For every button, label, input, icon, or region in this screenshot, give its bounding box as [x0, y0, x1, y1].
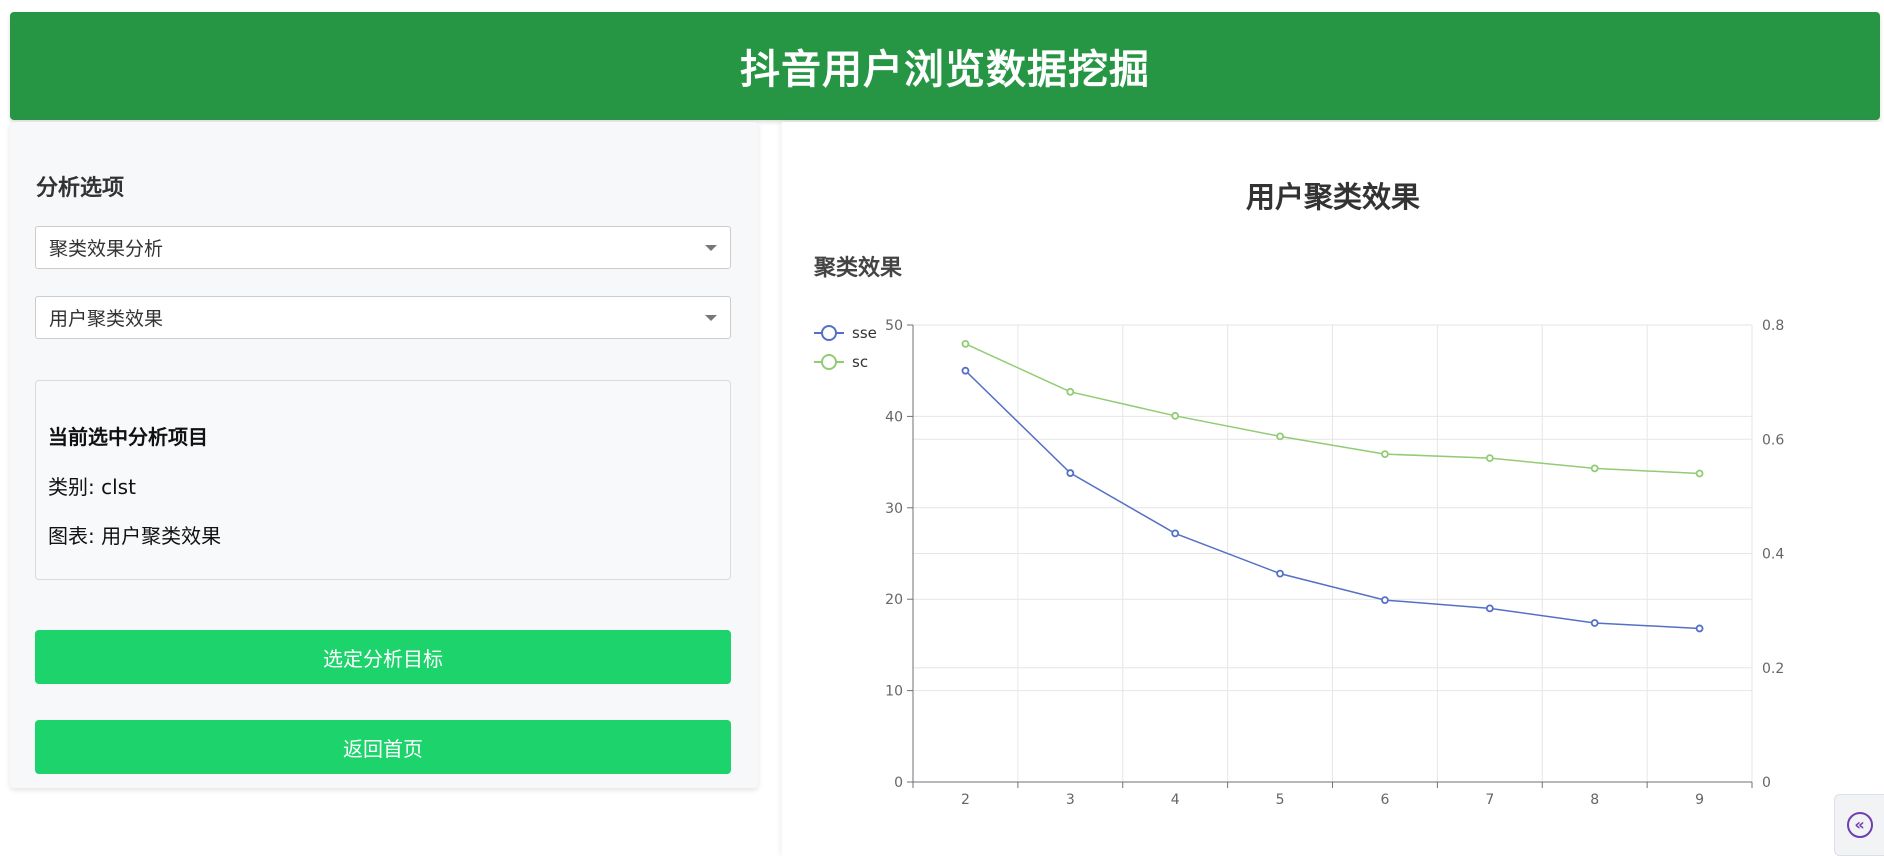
y-left-tick-label: 50	[885, 318, 903, 334]
chart-line: 图表: 用户聚类效果	[48, 524, 222, 548]
category-select[interactable]: 聚类效果分析	[35, 226, 731, 269]
x-tick-label: 7	[1485, 792, 1494, 808]
data-point-sse	[1276, 569, 1284, 578]
current-selection-title: 当前选中分析项目	[48, 425, 208, 449]
data-point-sse	[1485, 604, 1494, 613]
chart-subheading: 聚类效果	[814, 256, 903, 281]
data-point-sc	[1590, 464, 1599, 473]
data-point-sse	[1381, 596, 1389, 605]
category-select-value: 聚类效果分析	[49, 238, 164, 260]
analysis-options-panel: 分析选项 聚类效果分析 用户聚类效果 当前选中分析项目 类别: clst 图表:…	[10, 122, 758, 788]
legend-marker-sse	[821, 325, 837, 341]
data-point-sc	[1381, 450, 1389, 459]
data-point-sse	[1590, 619, 1599, 627]
x-tick-label: 2	[961, 792, 970, 808]
y-right-tick-label: 0.6	[1762, 432, 1784, 448]
legend-marker-sc	[821, 354, 837, 370]
x-tick-label: 9	[1695, 792, 1704, 808]
y-left-tick-label: 0	[894, 775, 903, 791]
data-point-sse	[961, 366, 970, 375]
data-point-sse	[1171, 529, 1180, 538]
x-tick-label: 8	[1590, 792, 1599, 808]
y-left-tick-label: 10	[885, 684, 903, 700]
collapse-toggle-button[interactable]: «	[1834, 794, 1884, 856]
y-left-tick-label: 20	[885, 592, 903, 608]
data-point-sc	[1171, 411, 1180, 420]
cluster-effect-chart: 0 10 20 30 40 50 0 0.2 0.4 0.6 0.8 2 3 4 5 6 7 8 9 sse sc	[814, 318, 1784, 808]
data-point-sse	[1066, 469, 1075, 477]
legend-label-sse: sse	[852, 324, 877, 342]
select-target-button[interactable]: 选定分析目标	[35, 630, 731, 684]
y-left-tick-label: 30	[885, 501, 903, 517]
series-line-sse	[964, 370, 1700, 630]
series-line-sc	[965, 343, 1700, 475]
x-tick-label: 4	[1171, 792, 1180, 808]
data-point-sc	[1695, 469, 1704, 478]
chart-heading: 用户聚类效果	[1245, 180, 1420, 214]
home-button[interactable]: 返回首页	[35, 720, 731, 774]
chart-select[interactable]: 用户聚类效果	[35, 296, 731, 339]
app-title: 抖音用户浏览数据挖掘	[740, 47, 1150, 93]
x-tick-label: 5	[1276, 792, 1285, 808]
data-point-sc	[1485, 454, 1494, 463]
data-point-sc	[961, 339, 970, 348]
app-header: 抖音用户浏览数据挖掘	[10, 12, 1880, 120]
data-point-sse	[1695, 624, 1704, 633]
current-selection-box: 当前选中分析项目 类别: clst 图表: 用户聚类效果	[35, 380, 731, 580]
y-right-tick-label: 0.2	[1762, 661, 1784, 677]
category-line: 类别: clst	[48, 475, 136, 499]
data-point-sc	[1066, 387, 1075, 396]
chart-select-value: 用户聚类效果	[49, 308, 164, 330]
x-tick-label: 3	[1066, 792, 1075, 808]
chevron-down-icon	[705, 315, 717, 321]
chevron-down-icon	[705, 245, 717, 251]
y-right-tick-label: 0.8	[1762, 318, 1784, 334]
y-right-tick-label: 0	[1762, 775, 1771, 791]
legend-label-sc: sc	[852, 353, 868, 371]
y-right-tick-label: 0.4	[1762, 547, 1784, 563]
panel-title: 分析选项	[36, 176, 125, 201]
y-left-tick-label: 40	[885, 409, 903, 425]
data-point-sc	[1276, 432, 1284, 441]
double-chevron-left-icon: «	[1846, 812, 1873, 838]
x-tick-label: 6	[1380, 792, 1389, 808]
